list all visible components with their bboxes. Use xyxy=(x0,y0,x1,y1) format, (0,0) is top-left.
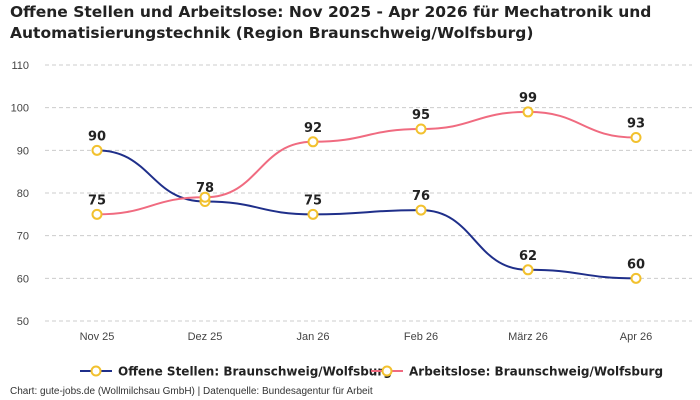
data-point xyxy=(199,191,211,203)
data-point xyxy=(415,123,427,135)
y-axis-ticks: 50 60 70 80 90 100 110 xyxy=(11,60,29,328)
series-line-arbeitslose xyxy=(96,110,637,216)
y-tick-label: 110 xyxy=(11,60,29,72)
data-point xyxy=(415,204,427,216)
x-tick-label: Jan 26 xyxy=(296,331,329,343)
y-tick-label: 80 xyxy=(17,188,29,200)
data-labels: 90 75 76 62 60 75 92 95 99 93 78 xyxy=(88,91,645,272)
data-label: 78 xyxy=(196,181,214,196)
legend: Offene Stellen: Braunschweig/Wolfsburg Ar… xyxy=(80,365,663,379)
data-label: 95 xyxy=(412,108,430,123)
y-tick-label: 50 xyxy=(17,316,29,328)
data-point xyxy=(630,272,642,284)
x-tick-label: Nov 25 xyxy=(80,331,115,343)
legend-label: Arbeitslose: Braunschweig/Wolfsburg xyxy=(409,365,663,379)
data-point xyxy=(307,136,319,148)
data-label: 60 xyxy=(627,257,645,272)
chart-footer: Chart: gute-jobs.de (Wollmilchsau GmbH) … xyxy=(10,386,373,397)
data-point xyxy=(522,106,534,118)
x-axis-ticks: Nov 25 Dez 25 Jan 26 Feb 26 März 26 Apr 26 xyxy=(80,331,653,343)
legend-label: Offene Stellen: Braunschweig/Wolfsburg xyxy=(118,365,392,379)
data-label: 76 xyxy=(412,189,430,204)
y-tick-label: 90 xyxy=(17,145,29,157)
legend-marker xyxy=(381,365,393,377)
x-tick-label: März 26 xyxy=(508,331,548,343)
series-markers xyxy=(91,106,642,284)
data-label: 75 xyxy=(304,193,322,208)
data-label: 90 xyxy=(88,129,106,144)
x-tick-label: Apr 26 xyxy=(620,331,652,343)
series-lines xyxy=(96,110,637,280)
series-line-offene-stellen xyxy=(96,149,637,280)
data-point xyxy=(307,208,319,220)
data-label: 99 xyxy=(519,91,537,106)
y-tick-label: 70 xyxy=(17,231,29,243)
data-label: 93 xyxy=(627,117,645,132)
chart-title: Offene Stellen und Arbeitslose: Nov 2025… xyxy=(10,3,652,42)
x-tick-label: Dez 25 xyxy=(188,331,223,343)
data-point xyxy=(91,208,103,220)
data-label: 92 xyxy=(304,121,322,136)
legend-marker xyxy=(90,365,102,377)
y-tick-label: 100 xyxy=(11,103,29,115)
data-label: 75 xyxy=(88,193,106,208)
y-tick-label: 60 xyxy=(17,273,29,285)
gridlines xyxy=(45,64,692,322)
data-point xyxy=(91,144,103,156)
data-point xyxy=(630,132,642,144)
data-point xyxy=(522,264,534,276)
data-label: 62 xyxy=(519,249,537,264)
x-tick-label: Feb 26 xyxy=(404,331,438,343)
